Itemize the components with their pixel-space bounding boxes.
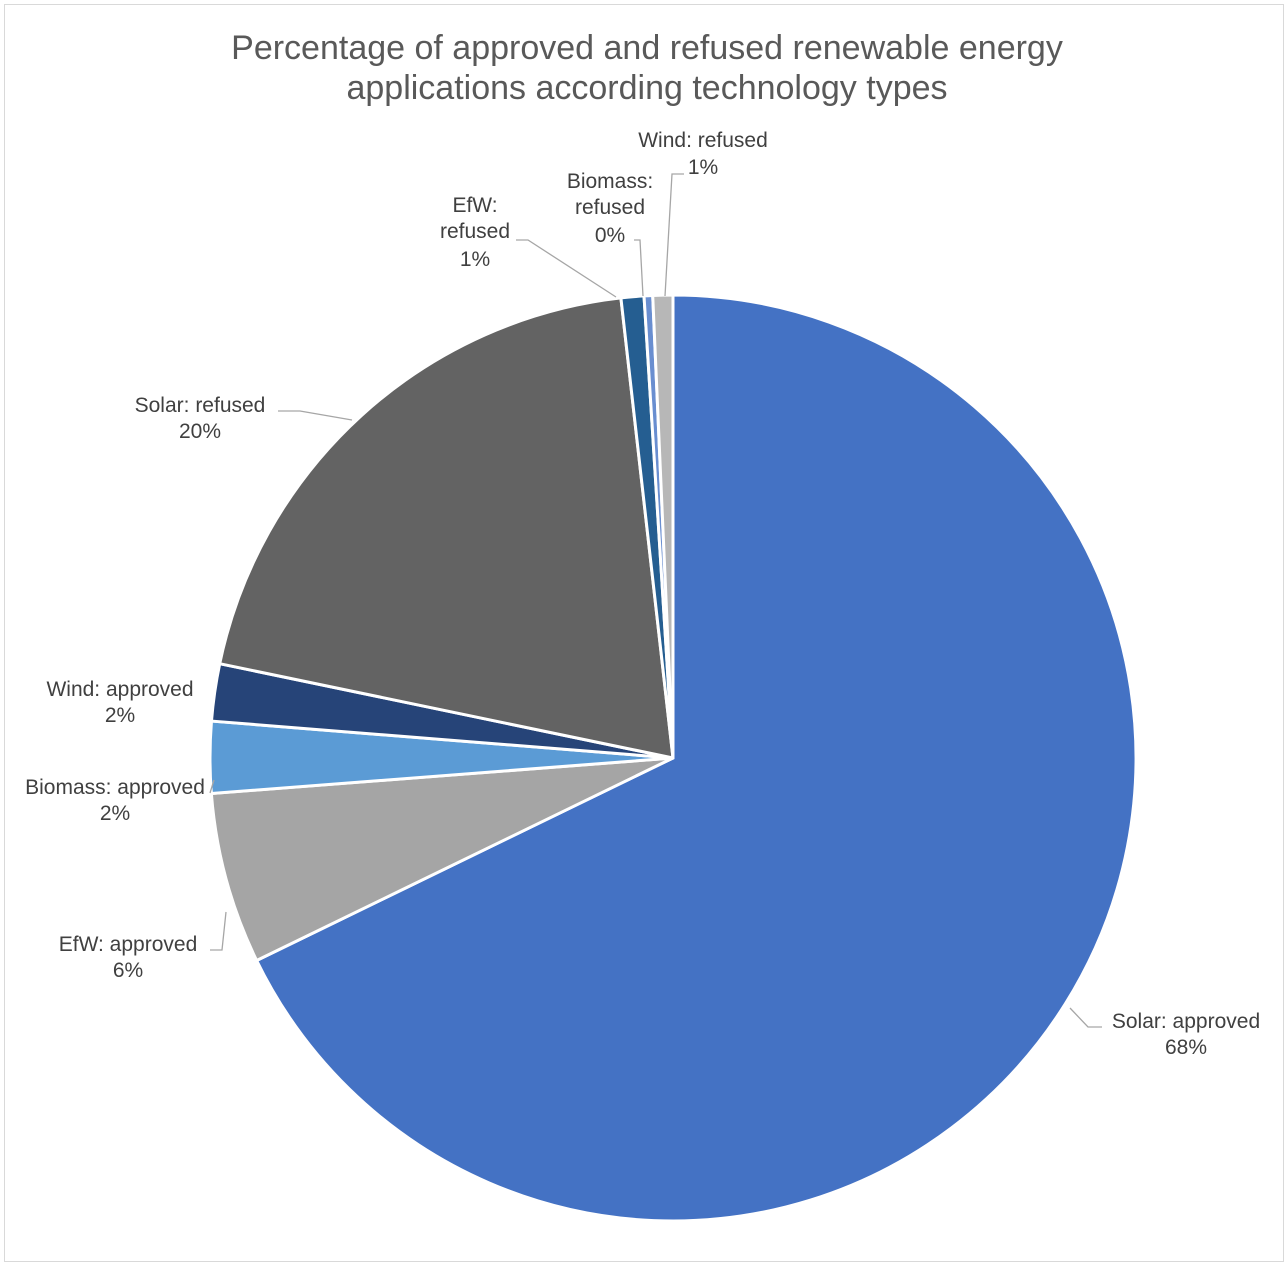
leader-solar-refused [278,410,353,421]
slice-value-wind-refused: 1% [688,156,718,179]
slice-solar-refused [218,296,675,760]
slice-wind-refused [651,293,675,760]
slice-label-efw-refused: refused [440,220,510,243]
slice-labels: Solar: approved 68% EfW: approved 6% Biomass… [25,129,1260,1059]
leader-biomass-approved [209,779,215,794]
slice-value-biomass-approved: 2% [100,802,130,825]
slice-label-biomass-refused: Biomass: [567,170,653,193]
pie-slices [208,293,1138,1223]
slice-efw-approved [209,756,675,962]
leader-wind-refused [664,173,684,297]
slice-solar-approved [255,293,1138,1223]
slice-value-wind-approved: 2% [105,704,135,727]
slice-value-biomass-refused: 0% [595,224,625,247]
slice-value-efw-refused: 1% [460,248,490,271]
slice-label-efw-refused: EfW: [452,194,497,217]
slice-value-efw-approved: 6% [113,959,143,982]
slice-label-wind-refused: Wind: refused [638,129,768,152]
leader-solar-approved [1069,1007,1102,1028]
slice-label-solar-approved: Solar: approved [1112,1010,1260,1033]
slice-label-wind-approved: Wind: approved [46,678,193,701]
leader-lines [209,173,1102,1028]
slice-label-biomass-approved: Biomass: approved [25,776,205,799]
slice-label-efw-approved: EfW: approved [59,933,198,956]
leader-efw-approved [210,911,227,951]
slice-label-solar-refused: Solar: refused [135,394,266,417]
slice-value-solar-approved: 68% [1165,1036,1207,1059]
chart-title: Percentage of approved and refused renew… [231,29,1063,107]
leader-efw-refused [516,239,617,298]
leader-biomass-refused [634,239,644,297]
slice-label-biomass-refused: refused [575,196,645,219]
slice-value-solar-refused: 20% [179,420,221,443]
